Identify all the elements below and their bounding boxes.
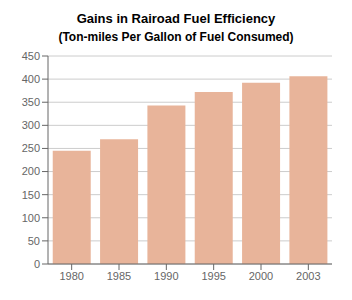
svg-text:250: 250 [22, 142, 40, 154]
svg-text:1990: 1990 [154, 270, 178, 282]
svg-text:350: 350 [22, 96, 40, 108]
html-text:Gains in Rairoad Fuel Efficien: Gains in Rairoad Fuel Efficiency [76, 11, 276, 26]
svg-text:100: 100 [22, 212, 40, 224]
svg-text:300: 300 [22, 119, 40, 131]
svg-text:1985: 1985 [107, 270, 131, 282]
svg-text:1995: 1995 [201, 270, 225, 282]
svg-text:200: 200 [22, 165, 40, 177]
html-text:(Ton-miles Per Gallon of Fuel: (Ton-miles Per Gallon of Fuel Consumed) [58, 30, 294, 44]
svg-text:400: 400 [22, 73, 40, 85]
svg-text:1980: 1980 [59, 270, 83, 282]
svg-text:50: 50 [28, 235, 40, 247]
svg-text:2003: 2003 [296, 270, 320, 282]
svg-text:2000: 2000 [249, 270, 273, 282]
svg-text:150: 150 [22, 189, 40, 201]
svg-text:450: 450 [22, 50, 40, 62]
svg-text:0: 0 [34, 258, 40, 270]
